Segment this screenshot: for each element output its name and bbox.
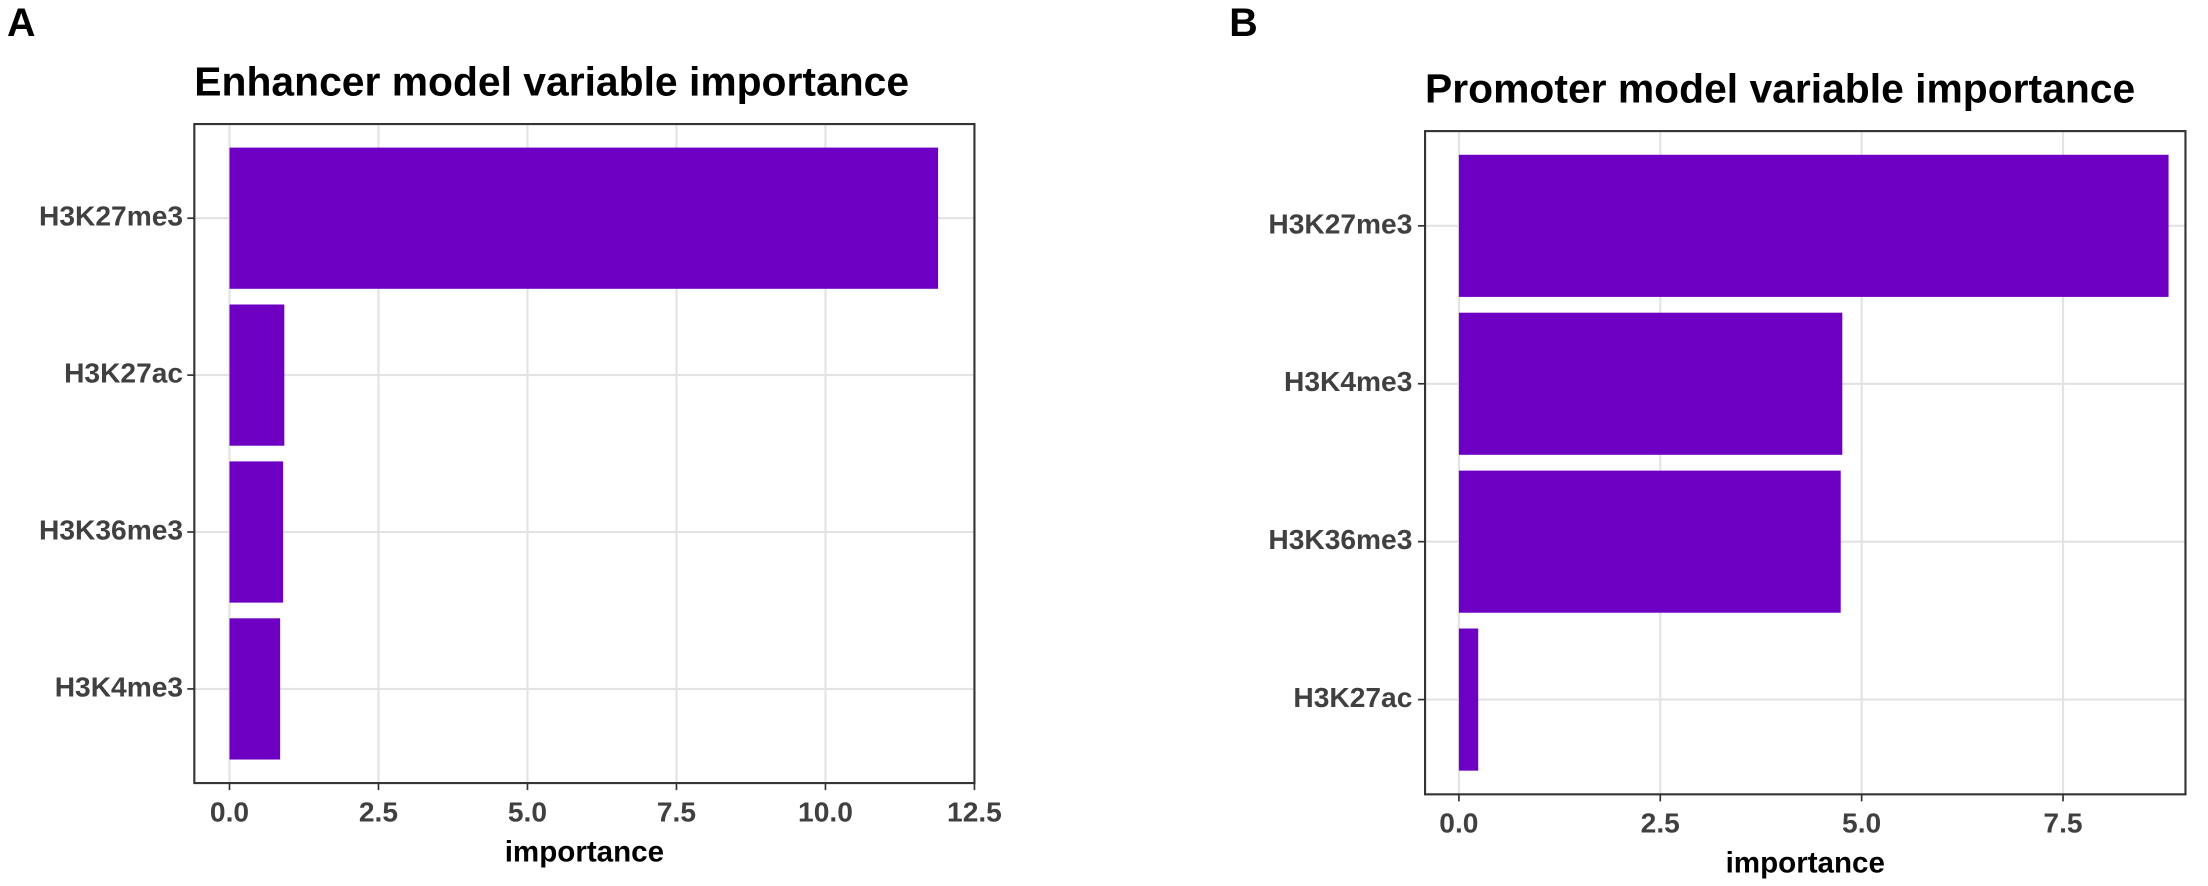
bar <box>229 147 939 289</box>
y-tick-label: H3K27ac <box>1293 682 1412 713</box>
bar <box>1458 628 1479 771</box>
y-tick-label: H3K36me3 <box>1268 524 1412 555</box>
y-tick-label: H3K4me3 <box>55 671 183 702</box>
x-tick-label: 7.5 <box>2043 808 2082 839</box>
plot-border <box>1424 130 2187 796</box>
x-axis-label: importance <box>505 835 664 868</box>
bar <box>229 461 284 603</box>
x-tick-label: 5.0 <box>508 796 547 827</box>
bar <box>1458 470 1841 613</box>
y-tick-label: H3K27me3 <box>1268 208 1412 239</box>
y-tick-label: H3K27me3 <box>39 201 183 232</box>
y-tick-label: H3K27ac <box>64 358 183 389</box>
x-tick-label: 7.5 <box>657 796 696 827</box>
panel-label: A <box>7 1 35 45</box>
x-tick-label: 0.0 <box>210 796 249 827</box>
chart-title: Promoter model variable importance <box>1425 65 2135 111</box>
x-tick-label: 5.0 <box>1842 808 1881 839</box>
bar <box>229 304 285 446</box>
x-tick-label: 10.0 <box>798 796 853 827</box>
bar <box>1458 154 2169 297</box>
x-tick-label: 0.0 <box>1439 808 1478 839</box>
panel-label: B <box>1229 1 1257 45</box>
y-tick-label: H3K36me3 <box>39 514 183 545</box>
chart-title: Enhancer model variable importance <box>194 58 909 104</box>
y-tick-label: H3K4me3 <box>1284 366 1412 397</box>
x-tick-label: 12.5 <box>947 796 1002 827</box>
x-axis-label: importance <box>1726 847 1885 880</box>
bar <box>229 618 281 760</box>
x-tick-label: 2.5 <box>1641 808 1680 839</box>
x-tick-label: 2.5 <box>359 796 398 827</box>
bar <box>1458 312 1843 455</box>
plot-border <box>193 122 976 785</box>
